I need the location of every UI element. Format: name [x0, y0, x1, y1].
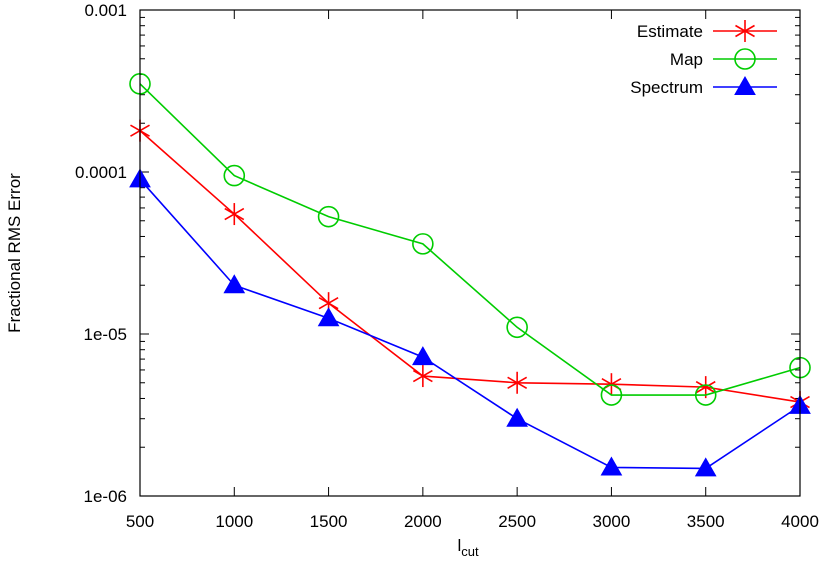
- legend-label: Estimate: [637, 22, 703, 41]
- x-tick-label: 3500: [687, 512, 725, 531]
- x-tick-label: 3000: [593, 512, 631, 531]
- x-tick-label: 1000: [215, 512, 253, 531]
- series-line-spectrum: [139, 178, 801, 470]
- data-point-map: [412, 233, 434, 255]
- legend-label: Spectrum: [630, 78, 703, 97]
- data-point-estimate: [507, 371, 528, 394]
- data-point-spectrum: [317, 307, 340, 327]
- data-point-map: [317, 205, 340, 228]
- y-tick-label: 0.001: [84, 1, 127, 20]
- legend-marker: [734, 48, 756, 70]
- y-axis-ticks: 1e-06 1e-05 0.0001 0.001: [75, 1, 800, 506]
- plot-frame: [139, 9, 801, 497]
- data-point-map: [694, 384, 717, 406]
- series-map: [129, 73, 811, 406]
- data-point-estimate: [412, 365, 433, 388]
- x-tick-label: 500: [126, 512, 154, 531]
- legend-marker: [734, 75, 756, 95]
- legend: Estimate Map Spectrum: [630, 20, 777, 97]
- data-point-map: [223, 164, 246, 187]
- data-point-spectrum: [411, 346, 434, 366]
- series-line-estimate: [139, 130, 801, 403]
- x-axis-ticks: 500 1000 1500 2000 2500 3000 3500 4000: [126, 10, 819, 531]
- series-layer: [129, 73, 811, 477]
- data-point-map: [506, 316, 528, 339]
- y-tick-label: 1e-06: [84, 487, 127, 506]
- x-axis-title: lcut: [457, 536, 479, 559]
- data-point-spectrum: [506, 407, 529, 427]
- y-axis-title: Fractional RMS Error: [5, 173, 24, 333]
- x-tick-label: 2500: [498, 512, 536, 531]
- y-tick-label: 0.0001: [75, 163, 127, 182]
- x-tick-label: 1500: [310, 512, 348, 531]
- legend-marker: [735, 20, 755, 42]
- legend-label: Map: [670, 50, 703, 69]
- data-point-spectrum: [694, 457, 717, 477]
- data-point-map: [600, 384, 623, 406]
- data-point-estimate: [224, 203, 245, 226]
- series-estimate: [130, 119, 810, 414]
- data-point-spectrum: [223, 274, 246, 294]
- x-axis-title-main: l: [457, 536, 461, 555]
- x-tick-label: 4000: [781, 512, 819, 531]
- y-tick-label: 1e-05: [84, 325, 127, 344]
- series-line-map: [139, 83, 801, 396]
- x-axis-title-subscript: cut: [461, 544, 479, 559]
- x-tick-label: 2000: [404, 512, 442, 531]
- data-point-spectrum: [600, 456, 623, 476]
